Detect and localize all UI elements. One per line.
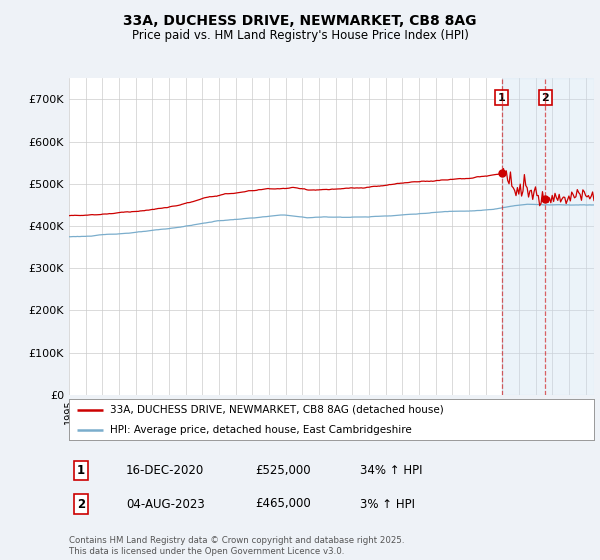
Text: 1: 1 — [77, 464, 85, 477]
Text: 04-AUG-2023: 04-AUG-2023 — [126, 497, 205, 511]
Text: 33A, DUCHESS DRIVE, NEWMARKET, CB8 8AG (detached house): 33A, DUCHESS DRIVE, NEWMARKET, CB8 8AG (… — [110, 405, 444, 415]
Text: 3% ↑ HPI: 3% ↑ HPI — [360, 497, 415, 511]
Bar — [502, 78, 594, 395]
Text: Price paid vs. HM Land Registry's House Price Index (HPI): Price paid vs. HM Land Registry's House … — [131, 29, 469, 42]
Text: Contains HM Land Registry data © Crown copyright and database right 2025.
This d: Contains HM Land Registry data © Crown c… — [69, 536, 404, 556]
Text: £465,000: £465,000 — [255, 497, 311, 511]
Text: 16-DEC-2020: 16-DEC-2020 — [126, 464, 204, 477]
Text: 34% ↑ HPI: 34% ↑ HPI — [360, 464, 422, 477]
Text: 2: 2 — [77, 497, 85, 511]
Text: 33A, DUCHESS DRIVE, NEWMARKET, CB8 8AG: 33A, DUCHESS DRIVE, NEWMARKET, CB8 8AG — [123, 14, 477, 28]
Text: 2: 2 — [541, 92, 549, 102]
Text: HPI: Average price, detached house, East Cambridgeshire: HPI: Average price, detached house, East… — [110, 425, 412, 435]
Text: £525,000: £525,000 — [255, 464, 311, 477]
Text: 1: 1 — [498, 92, 506, 102]
